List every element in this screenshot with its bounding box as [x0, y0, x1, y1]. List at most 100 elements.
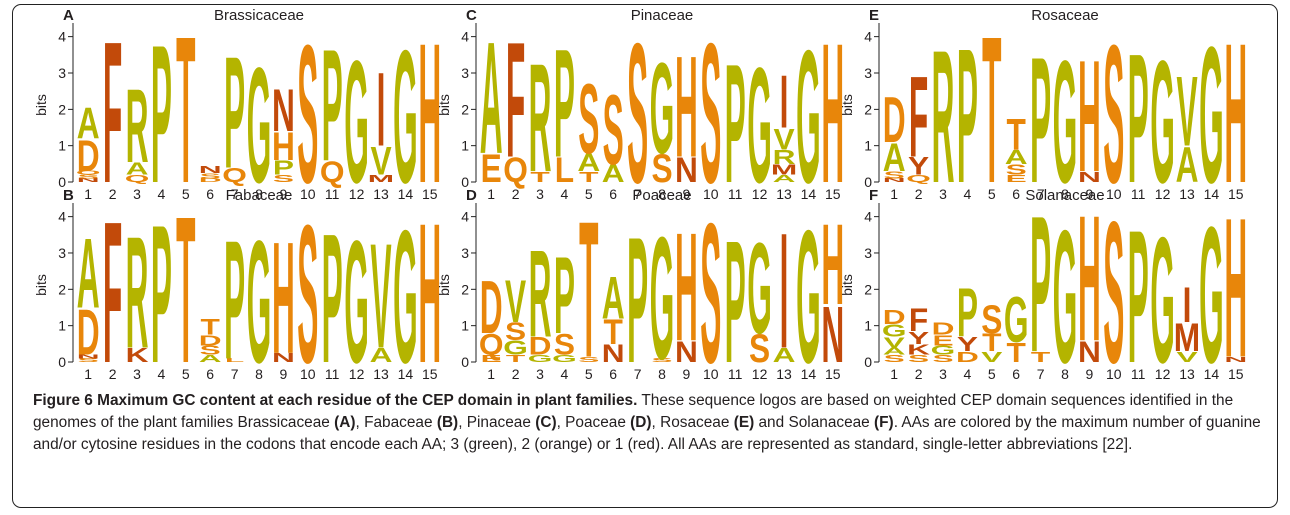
logo-letter-p: P	[151, 183, 172, 385]
caption-sep: , Poaceae	[556, 414, 631, 431]
logo-letter-i: I	[1183, 277, 1192, 333]
logo-letter-h: H	[821, 5, 844, 225]
caption-body: . AAs are colored by the maximum number …	[33, 414, 1261, 453]
logo-letter-q: Q	[479, 328, 504, 362]
x-tick-label: 11	[325, 186, 340, 202]
logo-letter-t: T	[579, 169, 598, 185]
logo-letter-t: T	[176, 172, 195, 385]
logo-letter-p: P	[957, 275, 978, 352]
y-tick-label: 3	[864, 65, 872, 81]
logo-letter-p: P	[1030, 175, 1051, 385]
y-tick-label: 0	[58, 354, 66, 370]
logo-letter-a: A	[1176, 137, 1199, 193]
y-tick-label: 1	[461, 138, 469, 154]
logo-letter-s: S	[749, 325, 770, 370]
y-tick-label: 3	[58, 65, 66, 81]
x-tick-label: 9	[280, 366, 288, 382]
x-tick-label: 4	[561, 186, 569, 202]
x-tick-label: 5	[988, 186, 996, 202]
logo-letter-s: S	[297, 5, 318, 224]
x-tick-label: 11	[325, 366, 340, 382]
logo-letter-h: H	[675, 200, 698, 373]
logo-letter-d: D	[77, 132, 100, 182]
caption-ref-e: (E)	[733, 414, 755, 431]
logo-letter-p: P	[273, 157, 294, 180]
logo-letter-g: G	[882, 322, 907, 341]
logo-letter-p: P	[554, 235, 575, 357]
logo-letter-h: H	[1078, 28, 1101, 206]
y-tick-label: 4	[58, 29, 66, 45]
logo-letter-s: S	[981, 296, 1002, 341]
x-tick-label: 11	[728, 366, 743, 382]
x-tick-label: 15	[825, 186, 841, 202]
logo-letter-y: Y	[908, 329, 929, 348]
x-tick-label: 8	[1061, 366, 1069, 382]
logo-letter-a: A	[883, 346, 906, 357]
logo-letter-s: S	[297, 183, 318, 385]
logo-letter-s: S	[627, 5, 648, 225]
logo-letter-s: S	[884, 169, 905, 180]
logo-letter-g: G	[393, 10, 418, 222]
y-tick-label: 1	[864, 138, 872, 154]
logo-letter-v: V	[1176, 55, 1197, 167]
logo-letter-n: N	[1078, 169, 1101, 185]
x-tick-label: 7	[1037, 366, 1045, 382]
logo-letter-n: N	[272, 79, 295, 145]
logo-letter-p: P	[1128, 16, 1149, 222]
logo-letter-m: M	[368, 173, 394, 184]
panel-title: Pinaceae	[631, 7, 694, 24]
logo-letter-h: H	[1078, 179, 1101, 380]
logo-letter-h: H	[418, 5, 441, 225]
logo-letter-s: S	[273, 173, 294, 184]
logo-letter-g: G	[528, 353, 553, 364]
x-tick-label: 6	[609, 366, 617, 382]
x-tick-label: 10	[703, 366, 719, 382]
x-tick-label: 2	[109, 186, 117, 202]
y-tick-label: 2	[58, 281, 66, 297]
logo-letter-i: I	[377, 52, 386, 168]
x-tick-label: 3	[939, 366, 947, 382]
logo-letter-i: I	[780, 61, 789, 144]
x-tick-label: 11	[1131, 366, 1146, 382]
x-tick-label: 14	[1204, 366, 1220, 382]
logo-letter-t: T	[201, 314, 221, 339]
logo-letter-p: P	[725, 29, 746, 218]
y-tick-label: 2	[461, 281, 469, 297]
x-tick-label: 4	[561, 366, 569, 382]
logo-letter-n: N	[1078, 335, 1101, 369]
x-tick-label: 14	[398, 186, 414, 202]
x-tick-label: 13	[776, 366, 792, 382]
panel-label: E	[869, 7, 879, 24]
logo-letter-t: T	[176, 5, 195, 227]
caption-ref-a: (A)	[334, 414, 356, 431]
y-tick-label: 1	[58, 138, 66, 154]
x-tick-label: 15	[1228, 366, 1244, 382]
y-tick-label: 1	[864, 318, 872, 334]
x-tick-label: 5	[182, 186, 190, 202]
logo-letter-e: E	[481, 145, 502, 190]
y-tick-label: 0	[864, 354, 872, 370]
y-tick-label: 4	[58, 209, 66, 225]
logo-letter-s: S	[200, 344, 221, 358]
logo-letter-a: A	[370, 344, 393, 367]
caption-ref-b: (B)	[436, 414, 459, 431]
logo-letter-a: A	[773, 344, 796, 367]
logo-letter-d: D	[883, 84, 906, 156]
x-tick-label: 13	[373, 366, 389, 382]
x-tick-label: 1	[487, 366, 495, 382]
x-tick-label: 10	[1106, 366, 1122, 382]
logo-letter-p: P	[224, 205, 245, 385]
logo-letter-a: A	[77, 99, 100, 149]
logo-letter-g: G	[747, 35, 772, 218]
logo-letter-g: G	[1150, 23, 1175, 219]
x-tick-label: 1	[84, 186, 92, 202]
logo-letter-d: D	[77, 296, 100, 368]
x-tick-label: 7	[634, 186, 642, 202]
x-tick-label: 15	[825, 366, 841, 382]
y-tick-label: 4	[864, 29, 872, 45]
logo-letter-n: N	[602, 340, 625, 368]
logo-letter-g: G	[747, 216, 772, 360]
x-tick-label: 3	[939, 186, 947, 202]
